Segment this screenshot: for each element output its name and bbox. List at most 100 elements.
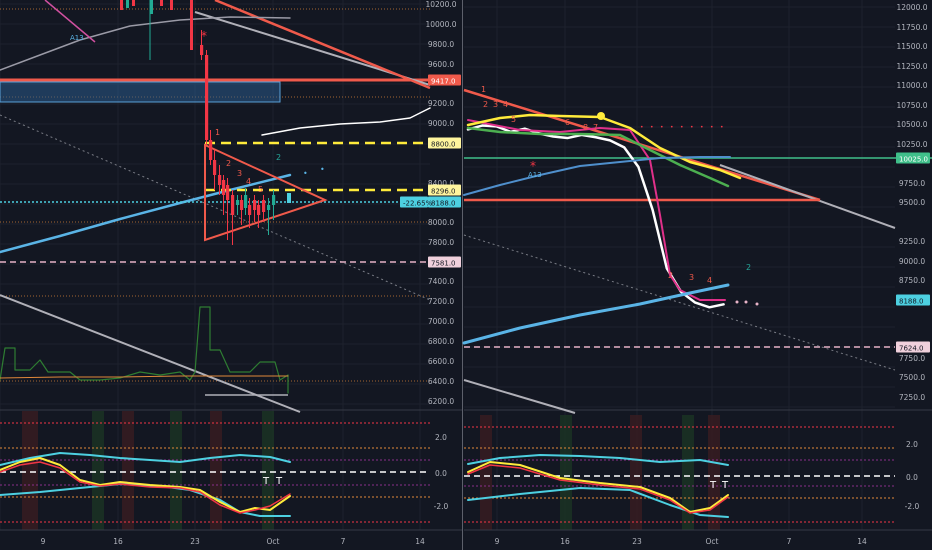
right-red-dots: • (640, 124, 644, 131)
right-red-dots: • (670, 124, 674, 131)
left-top-candle-1 (126, 0, 129, 8)
left-candle-body-10 (244, 195, 248, 208)
left-candle-body-4 (218, 175, 222, 185)
right-price-tag-1-bg (896, 294, 930, 306)
right-star-marker: * (530, 159, 536, 173)
left-candle-body-6 (226, 185, 230, 200)
right-red-dots: • (680, 124, 684, 131)
left-price-tick-9: 7400.0 (428, 277, 454, 286)
right-low-count-2: 4 (707, 276, 712, 285)
right-time-tick-3: Oct (706, 537, 719, 546)
right-price-tick-8: 9750.0 (899, 179, 925, 188)
right-count-label-0: 1 (481, 85, 486, 94)
left-price-tag-3: 8188.0 (431, 200, 456, 208)
right-count-label-7: 8 (583, 123, 588, 132)
left-volume-profile (0, 306, 289, 396)
left-price-axis[interactable]: 10200.0 10000.0 9800.0 9600.0 9200.0 9000.0 84… (400, 0, 461, 511)
right-price-tick-7: 10250.0 (896, 140, 927, 149)
left-candle-body-0 (200, 45, 204, 55)
left-price-tick-6: 8400.0 (428, 179, 454, 188)
right-osc-tick-0: 2.0 (906, 440, 918, 449)
left-osc-band-4 (210, 411, 222, 530)
left-count-label-2: 3 (237, 169, 242, 178)
left-price-tick-10: 7200.0 (428, 297, 454, 306)
right-price-tag-2-bg (896, 341, 930, 353)
left-candle-body-5 (222, 180, 226, 195)
left-price-tag-0: 9417.0 (431, 78, 456, 86)
right-red-dots: • (660, 124, 664, 131)
right-count-label-6: 7 (593, 123, 598, 132)
right-price-tag-0-bg (896, 152, 930, 164)
left-price-tick-1: 10000.0 (425, 20, 456, 29)
left-candle-body-1 (205, 55, 209, 140)
left-price-tick-13: 6600.0 (428, 357, 454, 366)
left-time-tick-4: 7 (341, 537, 346, 546)
left-osc-band-0 (22, 411, 38, 530)
left-osc-band-1 (92, 411, 104, 530)
right-osc-t1: T (709, 480, 717, 491)
right-osc-cyan (467, 454, 729, 466)
right-osc-band-3 (682, 415, 694, 530)
left-top-candle-6 (190, 0, 193, 50)
left-time-tick-3: Oct (267, 537, 280, 546)
right-price-axis[interactable]: 12000.0 11750.0 11500.0 11250.0 11000.0 10750… (896, 3, 930, 511)
right-dark-green-line (466, 126, 730, 188)
right-count-label-1: 2 (483, 100, 488, 109)
left-candle-body-16 (272, 195, 276, 205)
right-price-tag-2: 7624.0 (899, 345, 924, 353)
right-count-label-3: 4 (503, 100, 508, 109)
left-candle-body-15 (267, 205, 271, 210)
left-gray-curve (0, 16, 291, 71)
right-sky-trend (462, 283, 730, 345)
left-candle-body-7 (231, 195, 235, 215)
right-count-label-5: 6 (565, 118, 570, 127)
left-gray-trend-bottom (0, 294, 301, 413)
left-top-candle-4 (160, 0, 163, 6)
left-candle-body-11 (248, 205, 252, 215)
right-pink-dot-2 (755, 302, 759, 306)
right-time-axis[interactable]: 9 16 23 Oct 7 14 (464, 529, 932, 546)
left-candle-body-13 (257, 205, 261, 215)
left-top-candle-2 (132, 0, 135, 6)
left-magenta-line (44, 0, 96, 43)
left-top-candle-5 (170, 0, 173, 10)
left-top-candle-0 (120, 0, 123, 10)
left-green-count-2: 2 (276, 153, 281, 162)
right-red-dots: • (700, 124, 704, 131)
right-price-tick-1: 11750.0 (896, 23, 927, 32)
left-price-tick-14: 6400.0 (428, 377, 454, 386)
left-price-tick-2: 9800.0 (428, 40, 454, 49)
right-price-tick-0: 12000.0 (896, 3, 927, 12)
left-count-label-0: 1 (215, 128, 220, 137)
right-osc-red (467, 464, 729, 514)
left-price-tag-5: 7581.0 (431, 260, 456, 268)
left-price-tag-4-bg (400, 196, 428, 208)
left-price-tag-2: 8296.0 (431, 188, 456, 196)
left-star-marker: * (201, 29, 207, 43)
left-osc-band-2 (122, 411, 134, 530)
left-count-label-1: 2 (226, 159, 231, 168)
left-price-tick-11: 7000.0 (428, 317, 454, 326)
left-price-tag-4: -22.65% (403, 200, 433, 208)
right-price-tick-11: 9000.0 (899, 257, 925, 266)
left-dot-1: • (303, 169, 308, 178)
right-count-label-2: 3 (493, 100, 498, 109)
right-blue-ma (463, 156, 731, 196)
left-osc-red (0, 461, 291, 514)
right-green-count-2: 2 (746, 263, 751, 272)
right-osc-yellow (467, 461, 729, 513)
left-osc-tick-1: 0.0 (435, 469, 447, 478)
right-yellow-line (466, 113, 742, 180)
left-osc-t1: T (262, 476, 270, 487)
right-price-tick-2: 11500.0 (896, 42, 927, 51)
left-candles: • • (120, 0, 325, 245)
left-price-tick-3: 9600.0 (428, 60, 454, 69)
left-time-axis[interactable]: 9 16 23 Oct 7 14 (0, 529, 462, 546)
left-candle-body-3 (213, 160, 217, 175)
right-price-tick-10: 9250.0 (899, 237, 925, 246)
left-white-curve (261, 107, 431, 136)
